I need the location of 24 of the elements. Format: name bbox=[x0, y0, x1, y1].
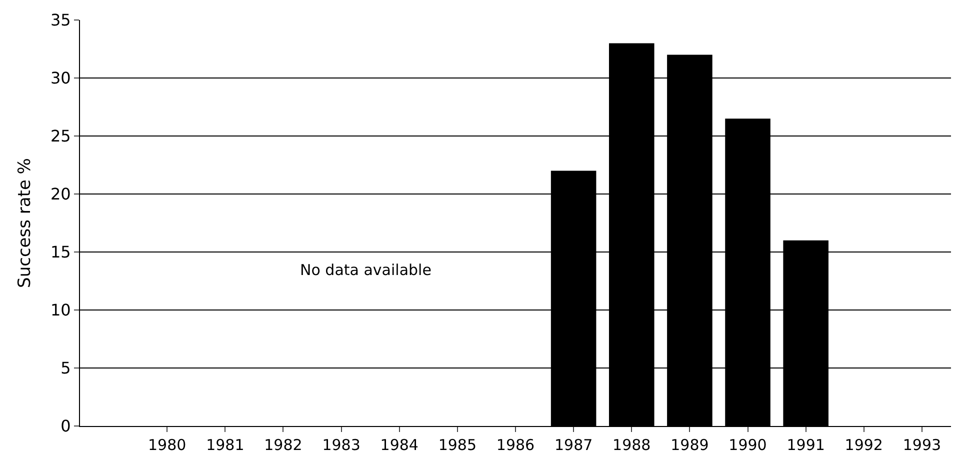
x-tick-label: 1990 bbox=[728, 436, 767, 454]
y-tick-label: 5 bbox=[60, 358, 71, 378]
x-tick-label: 1987 bbox=[554, 436, 593, 454]
x-tick-label: 1980 bbox=[148, 436, 186, 454]
x-tick-label: 1982 bbox=[264, 436, 302, 454]
y-tick-label: 30 bbox=[50, 68, 71, 88]
y-axis-title: Success rate % bbox=[14, 158, 35, 288]
y-tick-label: 25 bbox=[50, 126, 71, 146]
y-tick-label: 10 bbox=[50, 300, 71, 320]
y-tick-label: 0 bbox=[60, 416, 71, 436]
y-tick-label: 35 bbox=[50, 10, 71, 30]
x-tick-label: 1988 bbox=[612, 436, 651, 454]
y-tick-label: 20 bbox=[50, 184, 71, 204]
x-tick-label: 1981 bbox=[206, 436, 244, 454]
x-tick-label: 1983 bbox=[322, 436, 360, 454]
x-tick-label: 1985 bbox=[438, 436, 477, 454]
annotation: No data available bbox=[300, 261, 432, 279]
x-tick-label: 1986 bbox=[496, 436, 535, 454]
x-tick-label: 1993 bbox=[902, 436, 942, 454]
x-tick-label: 1989 bbox=[670, 436, 709, 454]
y-tick-label: 15 bbox=[50, 242, 71, 262]
x-tick-label: 1992 bbox=[844, 436, 883, 454]
x-tick-label: 1991 bbox=[786, 436, 825, 454]
x-tick-label: 1984 bbox=[380, 436, 418, 454]
